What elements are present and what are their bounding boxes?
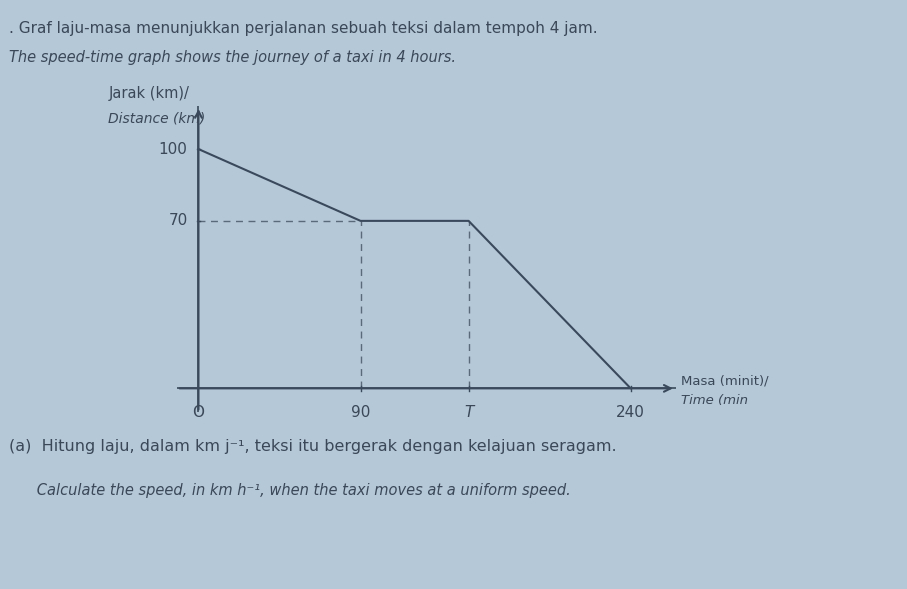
Text: Jarak (km)/: Jarak (km)/ — [109, 86, 190, 101]
Text: 240: 240 — [616, 405, 645, 420]
Text: Masa (minit)/: Masa (minit)/ — [681, 375, 769, 388]
Text: Time (min: Time (min — [681, 394, 748, 407]
Text: Distance (km): Distance (km) — [109, 111, 206, 125]
Text: Calculate the speed, in km h⁻¹, when the taxi moves at a uniform speed.: Calculate the speed, in km h⁻¹, when the… — [9, 483, 571, 498]
Text: 100: 100 — [159, 141, 188, 157]
Text: T: T — [463, 405, 473, 420]
Text: O: O — [192, 405, 204, 420]
Text: The speed-time graph shows the journey of a taxi in 4 hours.: The speed-time graph shows the journey o… — [9, 50, 456, 65]
Text: . Graf laju-masa menunjukkan perjalanan sebuah teksi dalam tempoh 4 jam.: . Graf laju-masa menunjukkan perjalanan … — [9, 21, 598, 35]
Text: 90: 90 — [351, 405, 370, 420]
Text: 70: 70 — [169, 213, 188, 229]
Text: (a)  Hitung laju, dalam km j⁻¹, teksi itu bergerak dengan kelajuan seragam.: (a) Hitung laju, dalam km j⁻¹, teksi itu… — [9, 439, 617, 454]
